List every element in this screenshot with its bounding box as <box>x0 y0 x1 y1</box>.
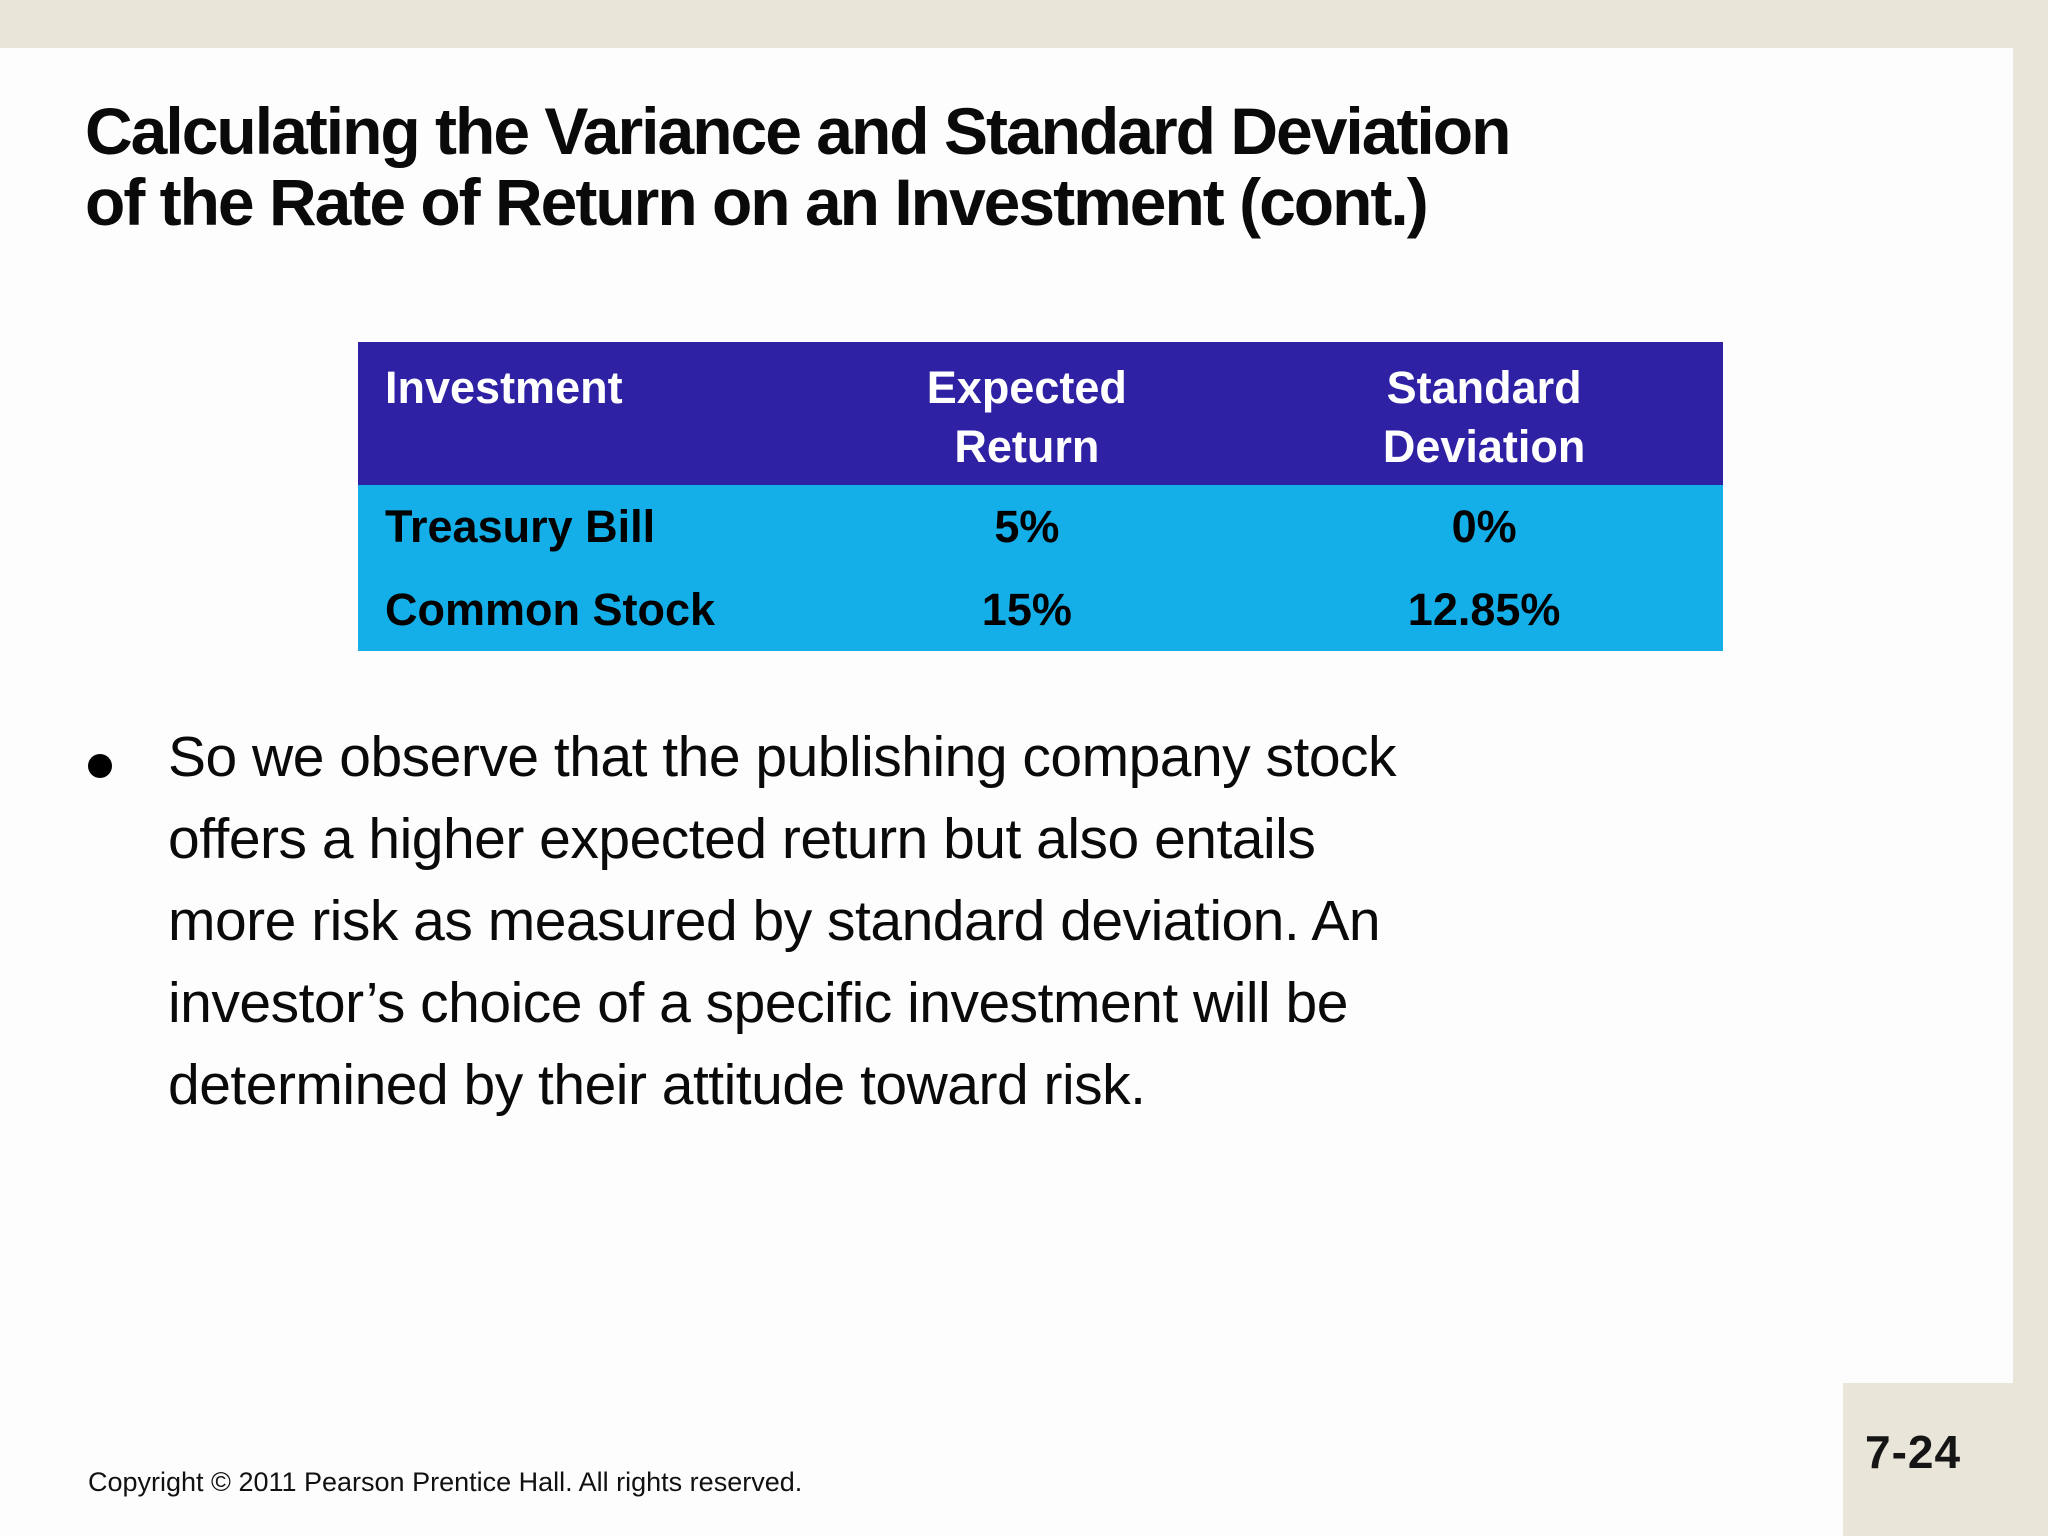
bullet-line-2: offers a higher expected return but also… <box>168 807 1316 871</box>
slide-number: 7-24 <box>1865 1426 1962 1478</box>
header-deviation-label: Deviation <box>1382 421 1586 472</box>
header-standard-label: Standard <box>1386 362 1582 413</box>
header-cell-standard-deviation: Standard Deviation <box>1245 342 1723 485</box>
slide-title: Calculating the Variance and Standard De… <box>85 94 1945 240</box>
slide-number-box: 7-24 <box>1843 1383 2048 1536</box>
right-frame-band <box>2013 0 2048 1536</box>
bullet-paragraph-block: So we observe that the publishing compan… <box>88 716 1788 1126</box>
header-cell-investment: Investment <box>358 342 808 485</box>
table-header-row: Investment Expected Return Standard Devi… <box>358 342 1723 485</box>
cell-investment-name: Treasury Bill <box>385 500 656 552</box>
header-return-label: Return <box>954 421 1100 472</box>
header-expected-label: Expected <box>926 362 1127 413</box>
table-row-common-stock: Common Stock 15% 12.85% <box>358 568 1723 651</box>
table-row-treasury-bill: Treasury Bill 5% 0% <box>358 485 1723 568</box>
bullet-line-1: So we observe that the publishing compan… <box>168 725 1397 789</box>
cell-investment-name: Common Stock <box>385 583 716 635</box>
bullet-line-4: investor’s choice of a specific investme… <box>168 971 1348 1035</box>
slide-title-line-1: Calculating the Variance and Standard De… <box>85 94 1511 168</box>
header-investment-label: Investment <box>385 362 623 413</box>
bullet-line-5: determined by their attitude toward risk… <box>168 1053 1146 1117</box>
cell-standard-deviation: 12.85% <box>1407 583 1561 635</box>
cell-standard-deviation: 0% <box>1451 500 1517 552</box>
investment-table: Investment Expected Return Standard Devi… <box>358 342 1723 651</box>
bullet-line-3: more risk as measured by standard deviat… <box>168 889 1381 953</box>
copyright-notice: Copyright © 2011 Pearson Prentice Hall. … <box>88 1467 803 1497</box>
slide-title-line-2: of the Rate of Return on an Investment (… <box>85 165 1429 240</box>
bullet-marker-icon <box>88 754 112 778</box>
cell-expected-return: 15% <box>981 583 1072 635</box>
cell-expected-return: 5% <box>994 500 1060 552</box>
top-frame-band <box>0 0 2048 48</box>
header-cell-expected-return: Expected Return <box>808 342 1245 485</box>
bullet-paragraph: So we observe that the publishing compan… <box>168 716 1397 1126</box>
